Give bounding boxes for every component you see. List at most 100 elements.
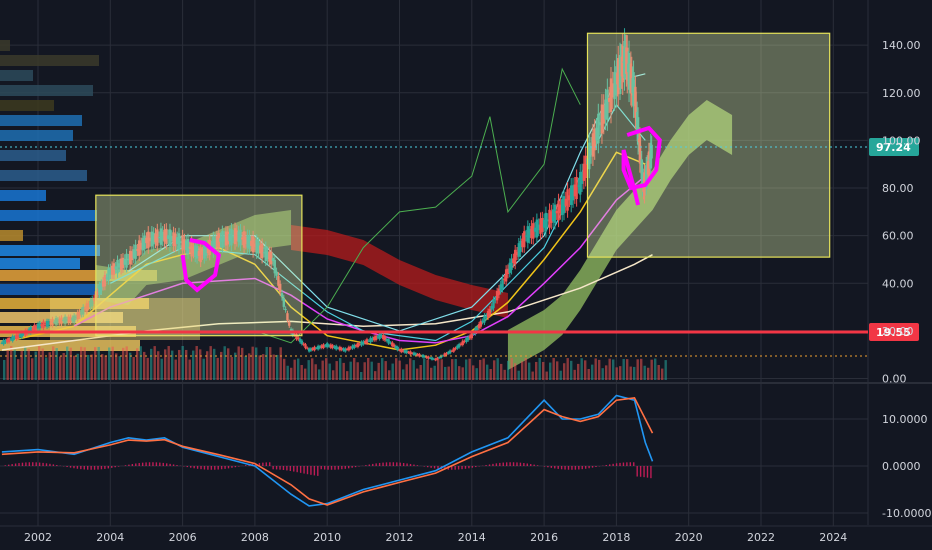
candle-body — [269, 251, 273, 265]
candle-body — [530, 226, 533, 239]
candle-body — [136, 249, 139, 251]
candle-body — [466, 336, 470, 341]
highlight-box-1[interactable] — [95, 194, 303, 337]
candle-body — [212, 236, 215, 253]
volume-bar — [69, 347, 72, 380]
candle-body — [85, 303, 89, 312]
volume-bar — [276, 354, 279, 380]
volume-bar — [500, 363, 503, 380]
candle-body — [248, 235, 251, 250]
volume-bar — [244, 356, 247, 380]
candle-body — [494, 299, 497, 301]
oscillator-series-2 — [1, 397, 654, 506]
volume-bar — [146, 357, 149, 380]
candle-body — [31, 328, 34, 330]
volume-bar — [339, 358, 342, 380]
volume-bar — [153, 346, 156, 380]
candle-body — [452, 348, 455, 352]
volume-bar — [230, 357, 233, 380]
candle-body — [288, 321, 291, 326]
candle-body — [29, 327, 32, 333]
price-label: 97.24 — [876, 141, 911, 154]
candle-body — [87, 303, 90, 308]
volume-bar — [538, 358, 541, 380]
volume-bar — [640, 358, 643, 380]
volume-bar — [496, 358, 499, 380]
candle-body — [360, 341, 363, 346]
volume-bar — [195, 346, 198, 380]
candle-body — [175, 237, 179, 245]
candle-body — [255, 239, 258, 254]
candle-body — [438, 357, 441, 359]
candle-body — [141, 238, 145, 251]
volume-bar — [629, 366, 632, 380]
candle-body — [461, 340, 464, 345]
candle-body — [391, 342, 394, 347]
volume-bar — [62, 352, 65, 380]
volume-bar — [97, 346, 100, 380]
volume-bar — [279, 347, 282, 380]
candle-body — [49, 321, 52, 325]
candle-body — [358, 343, 361, 345]
candle-body — [143, 235, 146, 250]
candle-body — [362, 341, 365, 345]
x-tick-label: 2012 — [386, 531, 414, 544]
volume-profile-bar — [0, 298, 149, 309]
volume-bar — [241, 347, 244, 380]
volume-bar — [654, 358, 657, 380]
volume-bar — [486, 364, 489, 380]
volume-bar — [269, 347, 272, 380]
candle-body — [260, 243, 264, 259]
volume-profile-bar — [0, 210, 97, 221]
volume-bar — [451, 359, 454, 380]
candle-body — [447, 351, 450, 354]
highlight-box-2[interactable] — [586, 32, 831, 258]
candle-body — [72, 315, 76, 323]
volume-bar — [304, 368, 307, 380]
candle-body — [638, 136, 642, 164]
volume-bar — [192, 350, 195, 380]
candle-body — [349, 347, 352, 349]
volume-profile-bar — [0, 70, 33, 81]
candle-body — [100, 283, 103, 291]
volume-bar — [493, 360, 496, 380]
candle-body — [621, 46, 624, 83]
candle-body — [557, 200, 560, 221]
volume-bar — [503, 369, 506, 380]
volume-bar — [255, 347, 258, 380]
candle-body — [450, 350, 454, 352]
volume-bar — [59, 356, 62, 380]
volume-bar — [381, 358, 384, 380]
volume-bar — [552, 358, 555, 380]
candle-body — [571, 185, 575, 201]
candle-body — [600, 104, 604, 134]
candle-body — [123, 258, 126, 265]
candle-body — [81, 306, 85, 315]
volume-bar — [206, 351, 209, 380]
candle-body — [409, 351, 412, 355]
volume-bar — [542, 361, 545, 380]
volume-bar — [122, 347, 125, 380]
volume-profile-bar — [0, 40, 10, 51]
candle-body — [228, 234, 231, 242]
candle-body — [479, 320, 483, 327]
candle-body — [394, 345, 398, 349]
candle-body — [83, 308, 87, 310]
candle-body — [183, 239, 186, 249]
candle-body — [150, 231, 154, 247]
volume-bar — [615, 367, 618, 380]
candle-body — [56, 319, 60, 323]
volume-bar — [587, 369, 590, 380]
candle-body — [280, 293, 284, 298]
candle-body — [385, 338, 389, 341]
volume-bar — [430, 367, 433, 380]
x-tick-label: 2020 — [675, 531, 703, 544]
candle-body — [322, 344, 325, 348]
volume-bar — [157, 351, 160, 380]
candle-body — [206, 244, 210, 254]
volume-bar — [132, 357, 135, 380]
candle-body — [221, 231, 224, 248]
candle-body — [224, 231, 228, 246]
candle-body — [344, 348, 347, 352]
